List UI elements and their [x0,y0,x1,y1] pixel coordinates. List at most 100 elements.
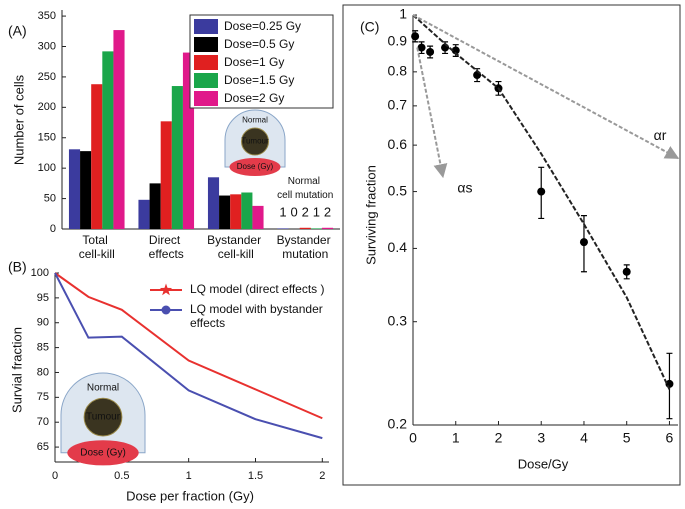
bar [160,121,172,229]
y-tick-label: 100 [31,267,49,279]
y-tick-label: 75 [37,391,49,403]
x-axis-label: Dose per fraction (Gy) [126,488,254,503]
inset-label: Tumour [86,412,121,423]
line-label: αs [457,179,472,195]
x-tick-label: 2 [319,470,325,482]
legend-label: Dose=1.5 Gy [224,73,294,87]
x-tick-label: 0 [52,470,58,482]
y-tick-label: 250 [38,71,56,83]
line-label: αr [654,127,667,143]
inset-label: Tumour [241,137,269,146]
y-tick-label: 0 [50,223,56,235]
inset-label: Dose (Gy) [237,162,274,171]
point [411,32,420,41]
fit-line [412,14,671,390]
point [451,46,460,55]
y-tick-label: 0.4 [388,239,408,255]
point [622,267,631,276]
data-label: 2 [302,204,309,219]
y-axis-label: Survial fraction [9,327,24,413]
panel-label: (B) [8,259,27,275]
bar [310,228,322,229]
x-tick-label: 2 [495,430,503,446]
x-tick-label: 1 [186,470,192,482]
bar [321,227,334,229]
legend-swatch [194,19,218,34]
bar [149,183,161,229]
inset-label: Normal [87,382,119,393]
arrow-line [412,14,680,160]
bar [182,52,195,230]
y-tick-label: 0.5 [388,182,408,198]
bar [138,199,150,229]
data-label: 1 [279,204,286,219]
y-tick-label: 200 [38,101,56,113]
y-tick-label: 100 [38,162,56,174]
y-tick-label: 0.9 [388,33,408,49]
y-tick-label: 70 [37,416,49,428]
x-tick-label: Direct effects [149,233,184,261]
point [579,238,588,247]
y-tick-label: 0.7 [388,97,408,113]
x-tick-label: 0.5 [114,470,129,482]
legend-label: Dose=1 Gy [224,55,284,69]
y-tick-label: 350 [38,10,56,22]
x-tick-label: 1.5 [248,470,263,482]
bar [102,51,114,229]
annotation: Normal cell mutation [277,176,333,201]
legend-swatch [194,37,218,52]
bar [299,227,311,229]
bar [68,149,81,229]
y-tick-label: 90 [37,317,49,329]
x-tick-label: Bystander cell-kill [207,233,264,261]
x-tick-label: Bystander mutation [277,233,334,261]
point [426,47,435,56]
bar [230,194,242,229]
y-tick-label: 300 [38,40,56,52]
x-tick-label: 1 [452,430,460,446]
x-axis-label: Dose/Gy [518,456,569,471]
y-tick-label: 150 [38,132,56,144]
legend-label: Dose=2 Gy [224,91,284,105]
y-axis-label: Number of cells [11,74,26,165]
data-label: 0 [291,204,298,219]
legend-swatch [194,55,218,70]
legend-marker [161,305,171,315]
bar [207,177,220,229]
data-label: 1 [313,204,320,219]
x-tick-label: 3 [537,430,545,446]
bar [219,195,231,229]
panel-label: (C) [360,19,379,35]
bar [113,30,125,230]
x-tick-label: 0 [409,430,417,446]
inset-label: Dose (Gy) [80,447,126,458]
line [54,272,323,420]
legend-marker [159,283,173,296]
bar [80,151,92,229]
legend-label: Dose=0.5 Gy [224,37,294,51]
y-axis-label: Surviving fraction [363,165,378,265]
bar [171,86,183,230]
y-tick-label: 0.6 [388,136,408,152]
x-tick-label: 6 [666,430,674,446]
y-tick-label: 65 [37,441,49,453]
legend-swatch [194,91,218,106]
y-tick-label: 80 [37,366,49,378]
legend-swatch [194,73,218,88]
legend-label: LQ model with bystander effects [190,302,326,330]
panel-frame [342,4,681,486]
x-tick-label: Total cell-kill [79,233,115,261]
y-tick-label: 85 [37,342,49,354]
line [54,272,323,440]
inset-label: Normal [242,116,268,125]
data-label: 2 [324,204,331,219]
legend-label: Dose=0.25 Gy [224,19,301,33]
y-tick-label: 95 [37,292,49,304]
inset-tumour [83,397,123,437]
point [537,187,546,196]
inset-dose [229,158,281,176]
inset-dose [67,440,139,466]
point [417,43,426,52]
bar [277,228,289,229]
